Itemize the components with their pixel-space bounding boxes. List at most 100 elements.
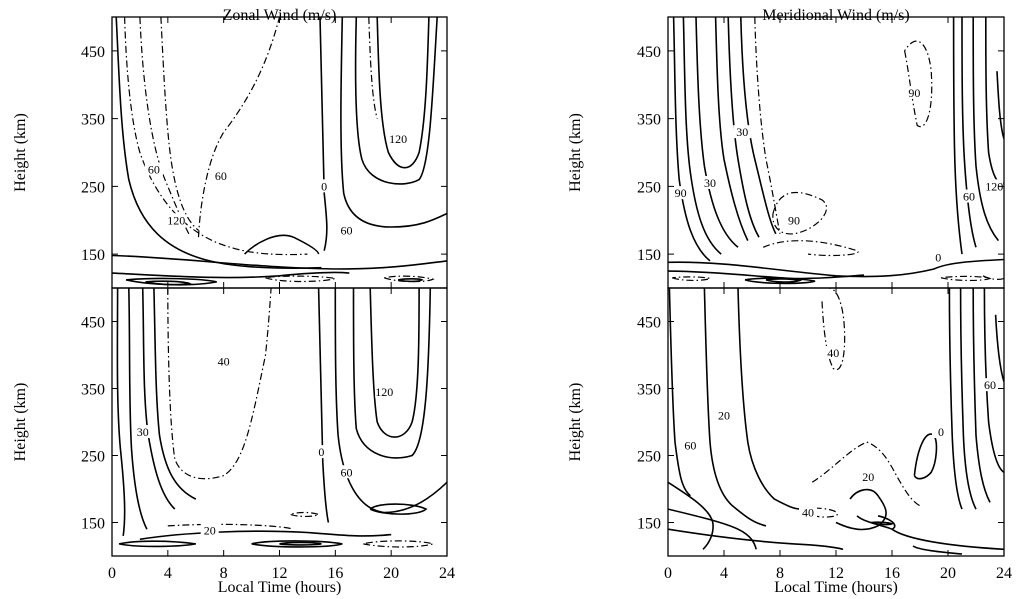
contour-label: 30 bbox=[704, 176, 716, 190]
contour-label-bg bbox=[312, 445, 331, 459]
panel-title: Meridional Wind (m/s) bbox=[762, 7, 909, 24]
contour-line bbox=[772, 191, 828, 235]
y-tick-label: 350 bbox=[81, 382, 105, 399]
contour-line bbox=[112, 271, 350, 279]
contour-label: 60 bbox=[963, 190, 975, 204]
x-axis-label: Local Time (hours) bbox=[774, 579, 898, 596]
y-tick-label: 150 bbox=[637, 516, 661, 533]
x-tick-label: 24 bbox=[439, 565, 455, 582]
contour-label-bg bbox=[200, 523, 219, 537]
contour-label: 90 bbox=[788, 213, 800, 227]
contour-label-bg bbox=[211, 169, 230, 183]
contour-label: 60 bbox=[984, 378, 996, 392]
contour-line bbox=[668, 270, 865, 280]
contour-line bbox=[167, 288, 272, 480]
contour-line bbox=[141, 288, 176, 510]
contour-line bbox=[672, 17, 711, 262]
contour-line bbox=[959, 288, 977, 510]
contour-line bbox=[996, 71, 1004, 140]
contour-label: 20 bbox=[718, 408, 730, 422]
contour-label: 40 bbox=[802, 505, 814, 519]
plot-frame bbox=[111, 287, 448, 557]
x-tick-label: 0 bbox=[108, 565, 116, 582]
y-tick-label: 350 bbox=[81, 112, 105, 129]
contour-label: 120 bbox=[985, 179, 1003, 193]
contour-line bbox=[904, 40, 933, 128]
contour-line bbox=[961, 17, 977, 248]
x-tick-label: 16 bbox=[327, 565, 343, 582]
contour-line bbox=[948, 288, 963, 510]
y-axis-label: Height (km) bbox=[12, 383, 29, 462]
contour-line bbox=[340, 17, 447, 228]
contour-label-bg bbox=[133, 425, 152, 439]
contour-label: 60 bbox=[341, 223, 353, 237]
contour-label: 120 bbox=[375, 385, 393, 399]
contour-line bbox=[695, 17, 739, 248]
contour-line bbox=[703, 288, 767, 527]
y-tick-label: 450 bbox=[81, 44, 105, 61]
contour-label: 20 bbox=[204, 524, 216, 538]
contour-label: 60 bbox=[684, 438, 696, 452]
contour-lines bbox=[668, 288, 1004, 555]
y-axis-label: Height (km) bbox=[567, 113, 584, 192]
contour-label: 60 bbox=[148, 162, 160, 176]
y-tick-label: 350 bbox=[637, 382, 661, 399]
x-tick-label: 0 bbox=[664, 565, 672, 582]
contour-line bbox=[672, 276, 712, 282]
contour-line bbox=[153, 288, 197, 500]
panel-title: Zonal Wind (m/s) bbox=[223, 7, 337, 24]
contour-label-bg bbox=[929, 250, 948, 264]
y-tick-label: 450 bbox=[637, 44, 661, 61]
contour-line bbox=[985, 17, 1004, 185]
x-tick-label: 16 bbox=[884, 565, 900, 582]
contour-line bbox=[912, 545, 963, 555]
contour-label-bg bbox=[214, 354, 233, 368]
contour-line bbox=[668, 528, 844, 551]
contour-line bbox=[983, 288, 1004, 473]
contour-label-bg bbox=[389, 131, 408, 145]
contour-label-bg bbox=[985, 179, 1004, 193]
contour-line bbox=[762, 240, 859, 257]
contour-line bbox=[737, 288, 802, 510]
contour-line bbox=[668, 508, 757, 550]
contour-label: 60 bbox=[341, 465, 353, 479]
contour-label-bg bbox=[785, 213, 803, 227]
contour-label: 0 bbox=[318, 445, 324, 459]
y-tick-label: 250 bbox=[637, 449, 661, 466]
contour-line bbox=[363, 540, 436, 548]
x-tick-label: 12 bbox=[828, 565, 844, 582]
contour-label: 0 bbox=[938, 425, 944, 439]
contour-line bbox=[279, 541, 322, 546]
contour-line bbox=[197, 17, 281, 238]
contour-label-bg bbox=[681, 438, 700, 452]
x-axis-label: Local Time (hours) bbox=[218, 579, 342, 596]
contour-line bbox=[369, 503, 428, 515]
contour-line bbox=[265, 275, 336, 283]
y-tick-label: 350 bbox=[637, 112, 661, 129]
contour-line bbox=[115, 17, 322, 269]
y-tick-label: 250 bbox=[81, 449, 105, 466]
contour-label-bg bbox=[981, 378, 999, 392]
contour-line bbox=[668, 481, 714, 550]
x-tick-label: 12 bbox=[272, 565, 288, 582]
contour-line bbox=[891, 528, 1004, 551]
y-axis-label: Height (km) bbox=[567, 383, 584, 462]
contour-label-bg bbox=[715, 408, 733, 422]
contour-label-bg bbox=[337, 465, 356, 479]
contour-label: 90 bbox=[675, 186, 687, 200]
contour-line bbox=[354, 17, 438, 185]
y-tick-label: 150 bbox=[637, 247, 661, 264]
contour-line bbox=[727, 17, 760, 238]
contour-label: 90 bbox=[908, 86, 920, 100]
contour-line bbox=[368, 17, 378, 119]
contour-line bbox=[139, 530, 392, 541]
contour-line bbox=[714, 17, 749, 241]
contour-panel-1: 60 120 60 0 60 120 150 250 350 450 Zonal Wind (m/s… bbox=[12, 7, 448, 289]
contour-line bbox=[972, 288, 991, 503]
contour-line bbox=[118, 540, 196, 548]
plot-frame bbox=[111, 16, 448, 289]
contour-line bbox=[128, 288, 148, 530]
contour-label-bg bbox=[144, 162, 163, 176]
